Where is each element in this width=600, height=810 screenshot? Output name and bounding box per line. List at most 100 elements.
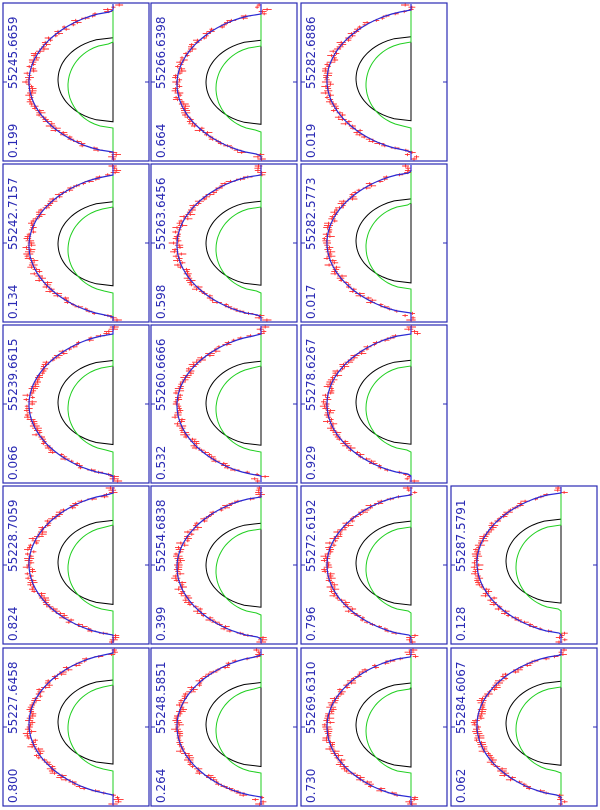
data-point (325, 382, 334, 386)
phase-label: 0.199 (6, 124, 20, 158)
data-point (255, 5, 260, 9)
data-point (41, 442, 46, 446)
data-point (177, 420, 185, 424)
data-point (321, 84, 331, 88)
data-point (172, 237, 180, 241)
data-point (174, 723, 184, 727)
component-curve (365, 167, 412, 319)
data-point (23, 252, 34, 256)
data-point (115, 800, 122, 804)
data-point (26, 707, 34, 711)
data-point (324, 95, 329, 99)
data-point (324, 413, 331, 417)
phase-label: 0.730 (304, 769, 318, 803)
component-curve (57, 37, 114, 123)
data-point (323, 226, 332, 230)
data-point (261, 325, 270, 329)
fit-curve (476, 649, 562, 805)
data-point (32, 738, 38, 742)
data-point (254, 316, 264, 320)
panel: 55284.6067 0.062 (450, 647, 598, 807)
panel-frame (2, 324, 150, 484)
data-point (108, 488, 117, 492)
data-point (404, 153, 410, 157)
data-point (251, 477, 259, 481)
data-point (555, 636, 564, 640)
data-point (194, 521, 200, 525)
data-point (262, 7, 272, 11)
data-point (254, 168, 261, 172)
component-curve (67, 328, 114, 480)
data-point (404, 650, 415, 654)
phase-label: 0.796 (304, 607, 318, 641)
component-curve (365, 489, 412, 641)
panel: 55282.5773 0.017 (300, 163, 448, 323)
data-point (173, 95, 179, 99)
phase-label: 0.017 (304, 285, 318, 319)
data-point (325, 732, 332, 736)
date-label: 55242.7157 (6, 177, 20, 250)
panel: 55248.5851 0.264 (150, 647, 298, 807)
data-point (329, 696, 339, 700)
component-curve (215, 328, 262, 480)
data-point (172, 80, 181, 84)
panel: 55278.6267 0.929 (300, 324, 448, 484)
data-point (239, 793, 248, 797)
data-point (491, 596, 498, 600)
data-point (503, 677, 509, 681)
data-point (176, 409, 184, 413)
data-point (34, 541, 39, 545)
data-point (414, 332, 421, 336)
component-curve (355, 682, 412, 768)
data-point (257, 157, 266, 161)
date-label: 55278.6267 (304, 338, 318, 411)
data-point (172, 98, 183, 102)
panel-frame (450, 647, 598, 807)
fit-curve (326, 165, 412, 321)
panel-frame (150, 647, 298, 807)
data-point (322, 406, 330, 410)
data-point (406, 638, 413, 642)
phase-label: 0.128 (454, 607, 468, 641)
data-point (404, 327, 414, 331)
data-point (174, 243, 184, 247)
data-point (183, 272, 192, 276)
data-point (34, 428, 42, 432)
data-point (562, 638, 568, 642)
panel-frame (300, 485, 448, 645)
data-point (410, 157, 418, 161)
data-point (261, 475, 270, 479)
data-point (323, 565, 333, 569)
panel-frame (300, 163, 448, 323)
data-point (178, 699, 184, 703)
data-point (176, 710, 186, 714)
data-point (33, 56, 40, 60)
component-curve (215, 651, 262, 803)
component-curve (57, 359, 114, 446)
data-point (26, 248, 36, 252)
data-point (175, 65, 181, 69)
data-point (108, 155, 117, 159)
data-point (26, 65, 32, 69)
data-point (327, 93, 334, 97)
data-point (411, 329, 419, 333)
panel: 55227.6458 0.800 (2, 647, 150, 807)
data-point (59, 453, 64, 457)
data-point (262, 318, 272, 322)
data-point (408, 150, 416, 154)
data-point (184, 600, 194, 604)
data-point (173, 552, 179, 556)
date-label: 55227.6458 (6, 661, 20, 734)
component-curve (515, 651, 562, 803)
data-point (174, 422, 181, 426)
data-point (111, 648, 117, 652)
data-point (202, 197, 208, 201)
data-point (26, 716, 34, 720)
date-label: 55282.5773 (304, 177, 318, 250)
component-curve (215, 6, 262, 158)
data-point (48, 448, 53, 452)
data-point (406, 488, 411, 492)
data-point (338, 532, 343, 536)
data-point (24, 572, 30, 576)
